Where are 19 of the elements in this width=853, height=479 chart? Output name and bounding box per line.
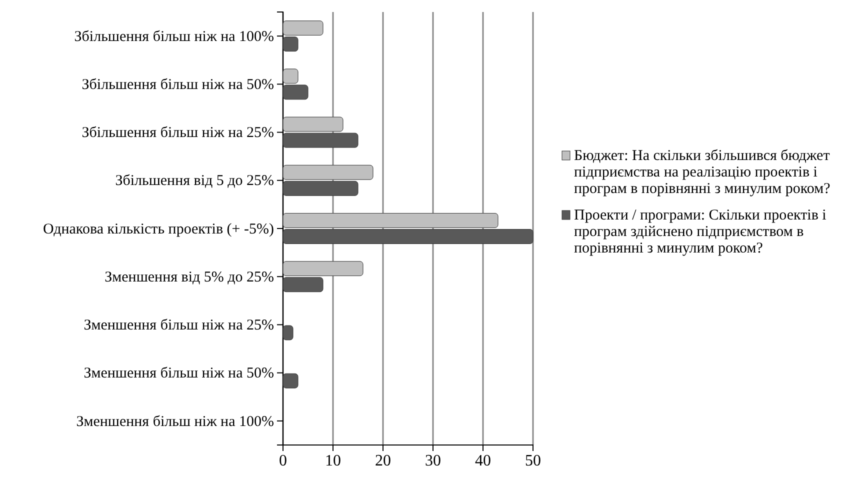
legend-label: Проекти / програми: Скільки проектів і програм здійснено підприємством в порівнянні з минулим роком? [574,208,826,256]
bar [282,373,298,388]
y-tick-label: Зменшення більш ніж на 50% [84,366,274,382]
x-tick-label: 40 [475,452,491,470]
y-tick-label: Зменшення більш ніж на 100% [76,414,274,430]
y-tick-label: Збільшення від 5 до 25% [115,173,274,190]
y-tick-label: Зменшення від 5% до 25% [104,269,274,286]
x-tick-label: 20 [375,452,391,470]
y-tick-label: Збільшення більш ніж на 100% [74,28,274,45]
x-tick-label: 30 [425,452,441,470]
bar [282,325,294,340]
x-tick-label: 50 [525,452,541,470]
x-tick-label: 0 [279,452,287,470]
y-tick-label: Однакова кількість проектів (+ -5%) [42,221,274,238]
y-tick-label: Зменшення більш ніж на 25% [84,318,274,334]
legend-label: Бюджет: На скільки збільшився бюджет підприємства на реалізацію проектів і програм в порівнянні з минулим роком? [574,148,831,197]
y-tick-label: Збільшення більш ніж на 50% [82,76,274,93]
x-tick-label: 10 [325,452,341,470]
y-tick-label: Збільшення більш ніж на 25% [82,125,274,142]
